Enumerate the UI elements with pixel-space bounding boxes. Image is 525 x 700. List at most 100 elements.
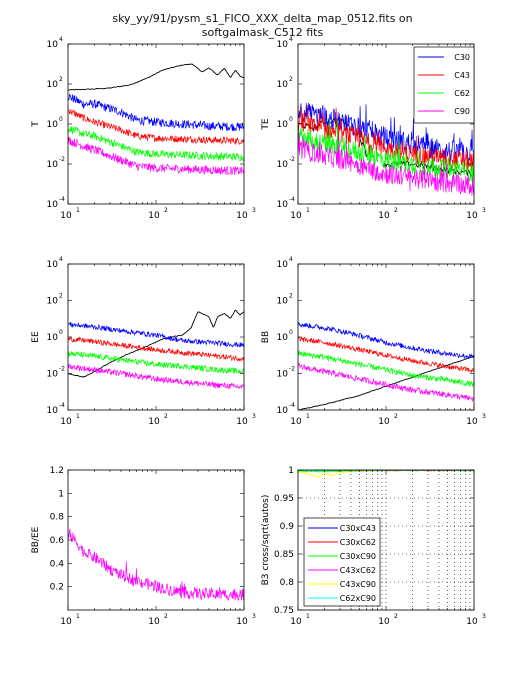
y-tick-exponent: -4 xyxy=(59,196,65,203)
x-tick-label: 10 xyxy=(236,211,248,221)
x-tick-label: 10 xyxy=(378,417,390,427)
y-tick-label: 0.95 xyxy=(274,494,294,504)
y-tick-label: 10 xyxy=(277,406,289,416)
series-C43 xyxy=(68,336,244,362)
y-tick-exponent: 4 xyxy=(59,36,63,43)
x-tick-label: 10 xyxy=(378,617,390,627)
y-tick-exponent: 0 xyxy=(59,116,63,123)
panel-b3: 10 1 10 2 10 3 0.75 0.8 0.85 0.9 0.95 1 B3 cross/sqr… xyxy=(261,466,486,627)
y-tick-label: 10 xyxy=(277,40,289,50)
y-ticks: 0.2 0.4 0.6 0.8 1 1.2 xyxy=(50,466,244,593)
y-tick-label: 0.8 xyxy=(280,578,295,588)
y-tick-label: 10 xyxy=(277,370,289,380)
x-tick-label: 10 xyxy=(466,617,478,627)
x-ticks: 10 1 10 2 10 3 xyxy=(290,470,486,627)
series-ref xyxy=(68,309,244,378)
y-tick-label: 10 xyxy=(47,260,59,270)
y-tick-label: 10 xyxy=(277,200,289,210)
y-tick-exponent: 4 xyxy=(289,36,293,43)
series-C30 xyxy=(68,93,244,132)
y-tick-label: 10 xyxy=(47,120,59,130)
y-tick-exponent: 0 xyxy=(59,329,63,336)
series-C62 xyxy=(68,126,244,162)
series-C90 xyxy=(68,363,244,390)
x-tick-label: 10 xyxy=(148,211,160,221)
figure-title-line-1: sky_yy/91/pysm_s1_FICO_XXX_delta_map_051… xyxy=(112,12,413,25)
panel-bbee: 10 1 10 2 10 3 0.2 0.4 0.6 0.8 1 1.2 BB/EE xyxy=(31,466,256,627)
x-tick-exponent: 1 xyxy=(306,207,310,214)
y-tick-exponent: 2 xyxy=(289,293,293,300)
y-tick-exponent: -4 xyxy=(289,402,295,409)
x-tick-exponent: 3 xyxy=(252,613,256,620)
x-ticks: 10 1 10 2 10 3 xyxy=(290,264,486,427)
y-tick-label: 1 xyxy=(288,466,294,476)
y-tick-label: 0.85 xyxy=(274,550,294,560)
legend-label: C43 xyxy=(454,71,470,80)
y-tick-label: 10 xyxy=(277,160,289,170)
series-ref xyxy=(298,355,474,410)
series-C43 xyxy=(298,336,474,374)
x-tick-exponent: 2 xyxy=(164,207,168,214)
y-axis-label: B3 cross/sqrt(autos) xyxy=(261,495,271,586)
y-tick-label: 0.6 xyxy=(50,536,65,546)
series-ratio xyxy=(68,528,244,602)
y-tick-label: 1.2 xyxy=(50,466,64,476)
x-tick-label: 10 xyxy=(290,211,302,221)
series-C90 xyxy=(298,132,474,196)
y-axis-label: TE xyxy=(261,118,271,130)
series-C30 xyxy=(68,321,244,348)
x-tick-exponent: 1 xyxy=(76,413,80,420)
y-tick-label: 10 xyxy=(277,297,289,307)
y-tick-label: 10 xyxy=(47,40,59,50)
y-tick-label: 0.2 xyxy=(50,583,64,593)
series-C62 xyxy=(68,350,244,375)
x-tick-exponent: 2 xyxy=(394,207,398,214)
y-tick-label: 10 xyxy=(47,333,59,343)
x-tick-label: 10 xyxy=(148,617,160,627)
legend-label: C62 xyxy=(454,89,470,98)
y-tick-exponent: 2 xyxy=(59,293,63,300)
series-C43 xyxy=(68,108,244,146)
x-tick-exponent: 2 xyxy=(164,613,168,620)
legend-label: C43xC62 xyxy=(340,566,376,575)
series-ref xyxy=(298,116,474,178)
y-ticks: 0.75 0.8 0.85 0.9 0.95 1 xyxy=(274,466,474,616)
y-tick-label: 10 xyxy=(47,80,59,90)
x-tick-label: 10 xyxy=(290,417,302,427)
x-tick-exponent: 2 xyxy=(164,413,168,420)
y-tick-label: 10 xyxy=(47,406,59,416)
x-ticks: 10 1 10 2 10 3 xyxy=(60,264,256,427)
legend-label: C30 xyxy=(454,53,470,62)
series-C62 xyxy=(298,118,474,183)
x-tick-label: 10 xyxy=(466,211,478,221)
y-tick-label: 10 xyxy=(277,80,289,90)
y-axis-label: EE xyxy=(31,331,41,343)
y-tick-label: 0.9 xyxy=(280,522,295,532)
x-ticks: 10 1 10 2 10 3 xyxy=(290,44,486,221)
y-tick-label: 0.8 xyxy=(50,513,65,523)
y-tick-exponent: -2 xyxy=(59,156,65,163)
x-ticks: 10 1 10 2 10 3 xyxy=(60,44,256,221)
y-tick-exponent: 0 xyxy=(289,329,293,336)
x-ticks: 10 1 10 2 10 3 xyxy=(60,470,256,627)
x-tick-exponent: 2 xyxy=(394,613,398,620)
legend-label: C30xC62 xyxy=(340,538,376,547)
y-tick-label: 1 xyxy=(58,489,64,499)
series-C43 xyxy=(298,104,474,172)
x-tick-exponent: 3 xyxy=(482,613,486,620)
y-tick-exponent: -4 xyxy=(289,196,295,203)
x-tick-exponent: 3 xyxy=(482,207,486,214)
legend-label: C30xC43 xyxy=(340,524,376,533)
y-axis-label: BB xyxy=(261,331,271,343)
x-tick-exponent: 3 xyxy=(252,207,256,214)
y-tick-label: 0.75 xyxy=(274,606,294,616)
legend-label: C62xC90 xyxy=(340,594,376,603)
y-tick-label: 0.4 xyxy=(50,559,65,569)
